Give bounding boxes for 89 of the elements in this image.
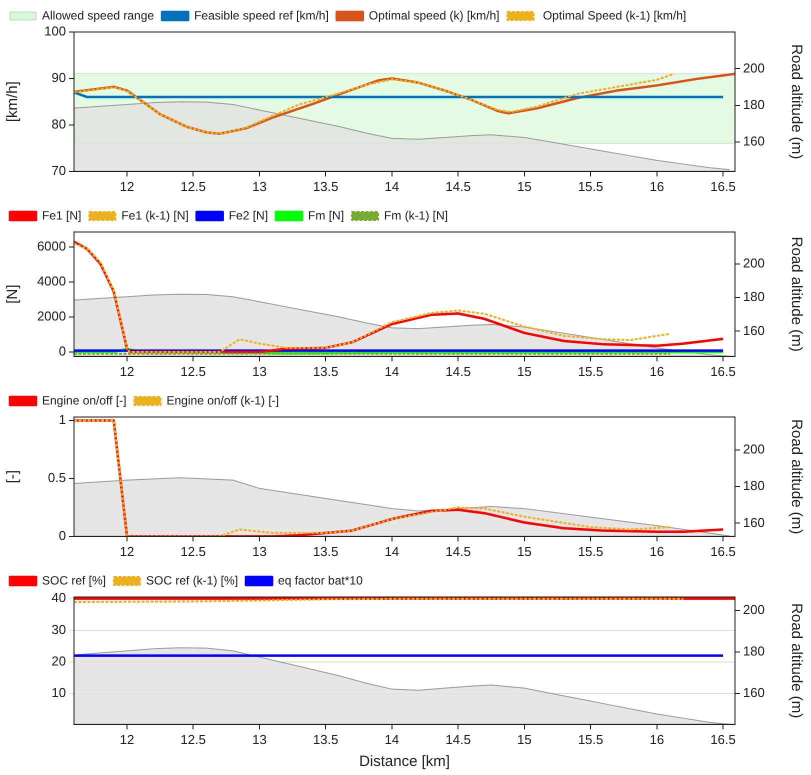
x-tick-label: 15.5: [578, 732, 604, 747]
y-tick-label: 80: [52, 116, 66, 132]
x-tick-label: 16: [650, 732, 664, 747]
x-tick-label: 14.5: [445, 732, 471, 747]
x-tick-label: 12: [120, 732, 134, 747]
x-tick-label: 12: [120, 364, 134, 379]
y2-tick-label: 200: [743, 442, 765, 457]
x-tick-label: 15: [517, 732, 532, 747]
x-tick-label: 13.5: [313, 364, 338, 379]
y2-tick-label: 180: [743, 289, 765, 304]
x-tick-label: 12.5: [180, 178, 206, 194]
y2-tick-label: 200: [743, 60, 765, 76]
y2-axis-title: Road altitude (m): [788, 236, 805, 352]
legend-label: eq factor bat*10: [278, 573, 364, 588]
y-axis-title: [-]: [4, 470, 22, 484]
y-tick-label: 1: [58, 412, 66, 428]
legend-label: Optimal Speed (k-1) [km/h]: [540, 8, 686, 22]
y-tick-label: 0: [58, 344, 66, 359]
x-tick-label: 13: [252, 544, 267, 559]
legend-label: Engine on/off [-]: [42, 393, 127, 408]
legend-label: Fm (k-1) [N]: [384, 208, 448, 222]
x-tick-label: 14.5: [445, 364, 471, 379]
y-tick-label: 90: [52, 70, 66, 86]
legend-label: SOC ref (k-1) [%]: [146, 573, 238, 588]
y2-tick-label: 180: [743, 643, 765, 658]
y2-tick-label: 180: [743, 96, 765, 112]
y-axis-title: [N]: [4, 284, 22, 304]
y2-tick-label: 160: [743, 134, 765, 149]
x-tick-label: 14: [384, 732, 400, 747]
y2-axis-title: Road altitude (m): [788, 44, 805, 160]
x-tick-label: 12.5: [180, 732, 206, 747]
legend-label: Optimal speed (k) [km/h]: [368, 8, 500, 22]
legend-label: Fe1 [N]: [42, 208, 82, 222]
legend-label: Feasible speed ref [km/h]: [194, 8, 329, 22]
x-tick-label: 12: [120, 544, 134, 559]
x-tick-label: 13: [252, 178, 267, 194]
x-tick-label: 13: [252, 364, 267, 379]
y2-tick-label: 160: [743, 322, 765, 338]
x-tick-label: 13.5: [313, 544, 338, 559]
x-tick-label: 16.5: [710, 364, 736, 379]
legend-label: Fm [N]: [308, 208, 344, 222]
y2-tick-label: 200: [743, 602, 765, 618]
x-tick-label: 13: [252, 732, 267, 747]
x-tick-label: 14.5: [445, 178, 471, 194]
y-tick-label: 30: [52, 622, 66, 637]
x-tick-label: 13.5: [313, 178, 338, 194]
x-tick-label: 16.5: [710, 178, 736, 194]
y-tick-label: 40: [52, 590, 66, 606]
x-tick-label: 12.5: [180, 364, 206, 379]
x-tick-label: 16: [650, 544, 664, 559]
x-tick-label: 16.5: [710, 544, 736, 559]
x-tick-label: 16: [650, 178, 664, 194]
x-tick-label: 15: [517, 364, 532, 379]
y2-tick-label: 180: [743, 478, 765, 494]
y-tick-label: 4000: [37, 274, 66, 289]
x-tick-label: 14: [384, 364, 400, 379]
y-tick-label: 20: [52, 654, 66, 669]
x-tick-label: 16.5: [710, 732, 736, 747]
y-tick-label: 0: [58, 528, 66, 543]
x-tick-label: 15: [517, 178, 532, 194]
y2-axis-title: Road altitude (m): [788, 603, 805, 718]
x-tick-label: 15.5: [578, 178, 604, 194]
x-tick-label: 16: [650, 364, 664, 379]
y-tick-label: 6000: [37, 238, 66, 254]
legend-label: Allowed speed range: [42, 8, 154, 22]
legend-label: Fe2 [N]: [228, 208, 268, 222]
legend-label: SOC ref [%]: [42, 573, 106, 588]
legend-label: Engine on/off (k-1) [-]: [166, 393, 280, 408]
y-tick-label: 70: [52, 162, 66, 178]
y2-tick-label: 160: [743, 514, 765, 530]
x-tick-label: 15.5: [578, 544, 604, 559]
x-tick-label: 12: [120, 178, 134, 194]
x-tick-label: 13.5: [313, 732, 338, 747]
y-tick-label: 2000: [37, 308, 66, 324]
y2-tick-label: 160: [743, 684, 765, 700]
y-tick-label: 100: [44, 24, 66, 39]
x-tick-label: 15.5: [578, 364, 604, 379]
y-tick-label: 10: [52, 685, 66, 700]
legend-label: Fe1 (k-1) [N]: [121, 208, 189, 222]
x-tick-label: 14: [384, 544, 400, 559]
y2-tick-label: 200: [743, 256, 765, 271]
x-tick-label: 14: [384, 178, 400, 194]
y-tick-label: 0.5: [48, 470, 66, 486]
x-tick-label: 14.5: [445, 544, 471, 559]
x-axis-title: Distance [km]: [359, 753, 450, 770]
y2-axis-title: Road altitude (m): [788, 419, 805, 534]
y-axis-title: [km/h]: [4, 81, 22, 122]
x-tick-label: 12.5: [180, 544, 206, 559]
x-tick-label: 15: [517, 544, 532, 559]
